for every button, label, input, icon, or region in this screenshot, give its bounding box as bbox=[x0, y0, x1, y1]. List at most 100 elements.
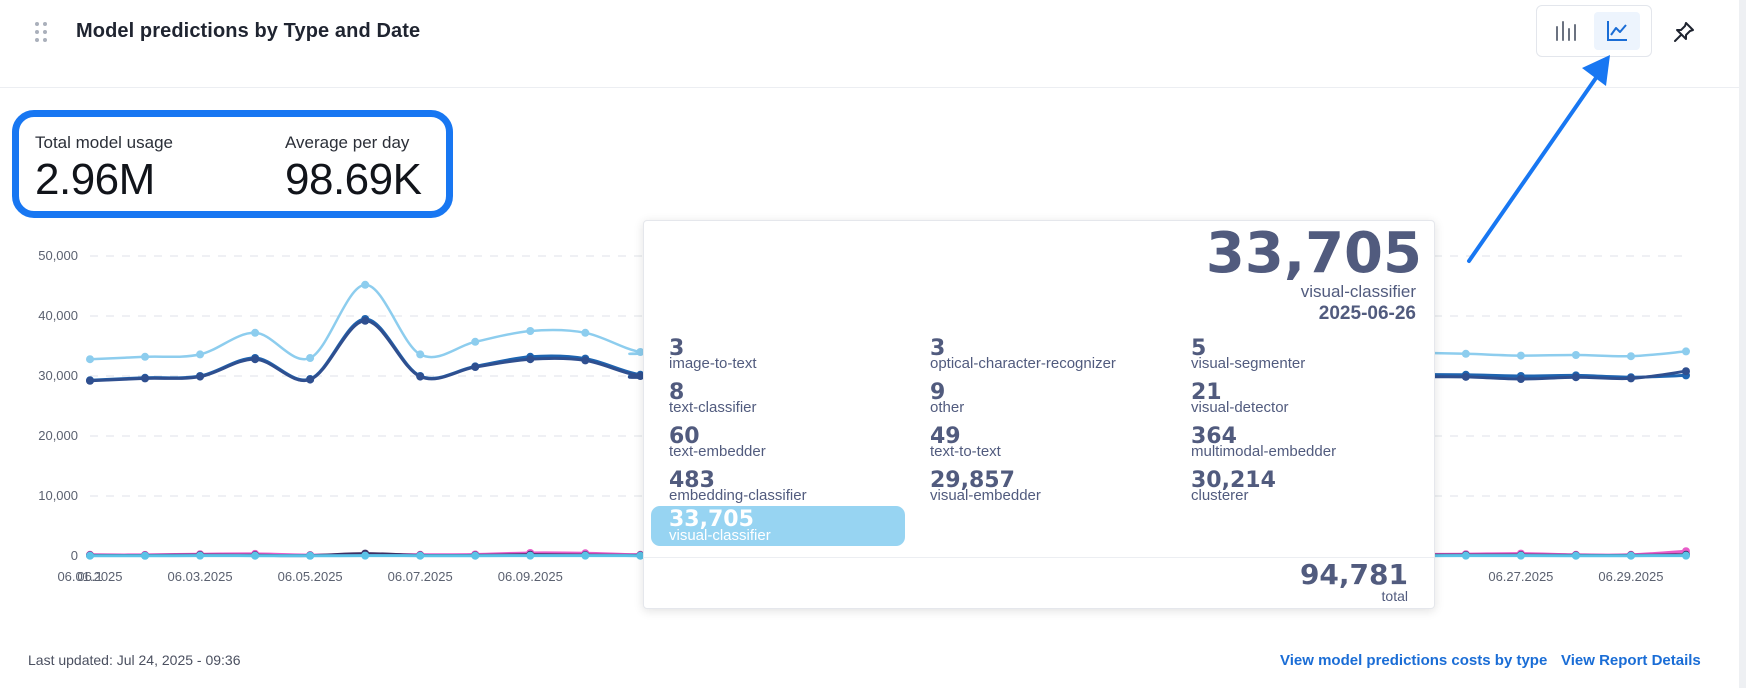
tooltip-item: 3 optical-character-recognizer bbox=[905, 338, 1160, 382]
tooltip-item: 8 text-classifier bbox=[644, 382, 899, 426]
tooltip-highlight-type: visual-classifier bbox=[1300, 282, 1416, 301]
view-costs-link[interactable]: View model predictions costs by type bbox=[1280, 652, 1548, 669]
tooltip-item-label: visual-segmenter bbox=[1191, 355, 1306, 372]
line-chart-button[interactable] bbox=[1594, 12, 1640, 50]
data-point[interactable] bbox=[1461, 551, 1470, 560]
data-point[interactable] bbox=[86, 551, 94, 560]
data-point[interactable] bbox=[1571, 551, 1580, 560]
x-tick-label: 06.05.2025 bbox=[278, 569, 343, 584]
tooltip-item-value: 60 bbox=[669, 424, 700, 449]
data-point[interactable] bbox=[526, 355, 535, 364]
tooltip-item-value: 29,857 bbox=[930, 468, 1015, 493]
tooltip-item-value: 3 bbox=[930, 336, 946, 361]
tooltip-item-label: visual-classifier bbox=[669, 527, 771, 544]
data-point[interactable] bbox=[196, 350, 205, 359]
tooltip-item-label: other bbox=[930, 399, 965, 416]
x-tick-label: 06.1 bbox=[77, 569, 102, 584]
data-point[interactable] bbox=[361, 316, 370, 325]
data-point[interactable] bbox=[1516, 351, 1525, 360]
data-point[interactable] bbox=[141, 352, 150, 361]
y-tick-label: 40,000 bbox=[38, 308, 78, 323]
x-tick-label: 06.27.2025 bbox=[1488, 569, 1553, 584]
data-point[interactable] bbox=[251, 355, 260, 364]
data-point[interactable] bbox=[471, 363, 480, 371]
tooltip-item-label: embedding-classifier bbox=[669, 487, 807, 504]
tooltip-item-value: 30,214 bbox=[1191, 468, 1276, 493]
data-point[interactable] bbox=[1571, 373, 1580, 382]
data-point[interactable] bbox=[141, 374, 150, 383]
tooltip-item-value: 49 bbox=[930, 424, 961, 449]
tooltip-item: 60 text-embedder bbox=[644, 426, 899, 470]
bar-chart-icon bbox=[1556, 21, 1576, 41]
tooltip-divider bbox=[644, 557, 1434, 558]
tooltip-total-label: total bbox=[1381, 588, 1408, 604]
data-point[interactable] bbox=[1626, 352, 1635, 361]
tooltip-item: 30,214 clusterer bbox=[1166, 470, 1421, 514]
data-point[interactable] bbox=[1626, 551, 1635, 560]
data-point[interactable] bbox=[581, 551, 590, 560]
y-tick-label: 0 bbox=[71, 548, 78, 563]
data-point[interactable] bbox=[251, 328, 260, 337]
data-point[interactable] bbox=[251, 551, 260, 560]
tooltip-item-value: 9 bbox=[930, 380, 946, 405]
data-point[interactable] bbox=[1571, 351, 1580, 359]
pin-button[interactable] bbox=[1664, 12, 1704, 52]
data-point[interactable] bbox=[306, 551, 315, 560]
data-point[interactable] bbox=[306, 375, 315, 384]
data-point[interactable] bbox=[471, 337, 480, 346]
x-tick-label: 06.09.2025 bbox=[498, 569, 563, 584]
tooltip-item: 49 text-to-text bbox=[905, 426, 1160, 470]
data-point[interactable] bbox=[471, 551, 480, 560]
x-tick-label: 06.03.2025 bbox=[168, 569, 233, 584]
data-point[interactable] bbox=[1626, 374, 1635, 383]
data-point[interactable] bbox=[141, 551, 150, 560]
tooltip-total-value: 94,781 bbox=[1299, 558, 1408, 591]
tooltip-item: 364 multimodal-embedder bbox=[1166, 426, 1421, 470]
data-point[interactable] bbox=[86, 355, 94, 364]
data-point[interactable] bbox=[1516, 375, 1525, 383]
data-point[interactable] bbox=[636, 551, 645, 560]
data-point[interactable] bbox=[196, 372, 205, 381]
data-point[interactable] bbox=[1516, 551, 1525, 560]
data-point[interactable] bbox=[1682, 367, 1690, 376]
x-tick-label: 06.01.2025 bbox=[57, 569, 122, 584]
tooltip-item-value: 483 bbox=[669, 468, 715, 493]
data-point[interactable] bbox=[416, 350, 425, 359]
tooltip-item-label: clusterer bbox=[1191, 487, 1249, 504]
data-point[interactable] bbox=[1461, 349, 1470, 358]
tooltip-item-label: visual-detector bbox=[1191, 399, 1289, 416]
data-point[interactable] bbox=[636, 348, 645, 356]
data-point[interactable] bbox=[306, 354, 315, 362]
data-point[interactable] bbox=[416, 372, 425, 381]
data-point[interactable] bbox=[636, 372, 645, 380]
data-point[interactable] bbox=[1682, 551, 1690, 560]
data-point[interactable] bbox=[361, 280, 370, 289]
data-point[interactable] bbox=[581, 356, 590, 365]
drag-handle-icon[interactable] bbox=[32, 20, 52, 44]
y-tick-label: 20,000 bbox=[38, 428, 78, 443]
tooltip-item: 3 image-to-text bbox=[644, 338, 899, 382]
y-tick-label: 50,000 bbox=[38, 248, 78, 263]
tooltip-item-highlighted: 33,705 visual-classifier bbox=[651, 506, 905, 546]
tooltip-item: 9 other bbox=[905, 382, 1160, 426]
data-point[interactable] bbox=[526, 327, 535, 335]
data-point[interactable] bbox=[86, 376, 94, 385]
tooltip-item-value: 21 bbox=[1191, 380, 1222, 405]
data-point[interactable] bbox=[526, 551, 535, 560]
tooltip-item-value: 364 bbox=[1191, 424, 1237, 449]
bar-chart-button[interactable] bbox=[1543, 12, 1589, 50]
x-tick-label: 06.29.2025 bbox=[1598, 569, 1663, 584]
widget-header: Model predictions by Type and Date bbox=[0, 0, 1746, 88]
data-point[interactable] bbox=[416, 551, 425, 560]
data-point[interactable] bbox=[1682, 347, 1690, 356]
data-point[interactable] bbox=[196, 551, 205, 560]
data-point[interactable] bbox=[361, 551, 370, 560]
data-point[interactable] bbox=[581, 328, 590, 337]
average-per-day-label: Average per day bbox=[285, 133, 410, 152]
data-point[interactable] bbox=[1461, 372, 1470, 381]
chart-type-toggle bbox=[1536, 5, 1652, 57]
scrollbar-track[interactable] bbox=[1739, 0, 1746, 688]
view-report-details-link[interactable]: View Report Details bbox=[1561, 652, 1701, 669]
tooltip-item-value: 5 bbox=[1191, 336, 1207, 361]
tooltip-item-label: image-to-text bbox=[669, 355, 757, 372]
